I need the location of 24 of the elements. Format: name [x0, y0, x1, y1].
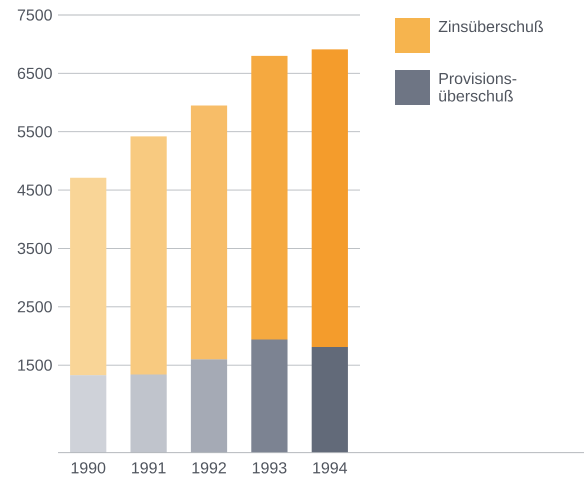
- bar: [130, 136, 167, 374]
- bar: [130, 374, 167, 453]
- bar: [190, 359, 228, 453]
- bar: [70, 375, 106, 453]
- bar: [190, 105, 228, 360]
- bar: [312, 347, 348, 453]
- y-tick-label: 3500: [18, 242, 52, 254]
- y-tick-label: 5500: [18, 126, 52, 138]
- legend-label: Zinsüberschuß: [438, 20, 543, 32]
- bar: [251, 56, 288, 340]
- bar: [251, 339, 288, 453]
- x-tick-label: 1993: [252, 462, 286, 474]
- bar: [70, 178, 106, 376]
- x-tick-label: 1994: [313, 462, 348, 474]
- y-tick-label: 2500: [18, 301, 52, 312]
- y-tick-label: 6500: [18, 68, 52, 79]
- y-tick-label: 4500: [17, 184, 52, 196]
- y-tick-label: 1500: [18, 360, 52, 371]
- x-tick-label: 1992: [192, 462, 226, 474]
- x-tick-label: 1990: [72, 462, 106, 474]
- y-tick-label: 7500: [18, 9, 52, 21]
- x-tick-label: 1991: [132, 462, 166, 474]
- legend-label: Provisions-überschuß: [439, 72, 516, 102]
- bar: [312, 49, 348, 348]
